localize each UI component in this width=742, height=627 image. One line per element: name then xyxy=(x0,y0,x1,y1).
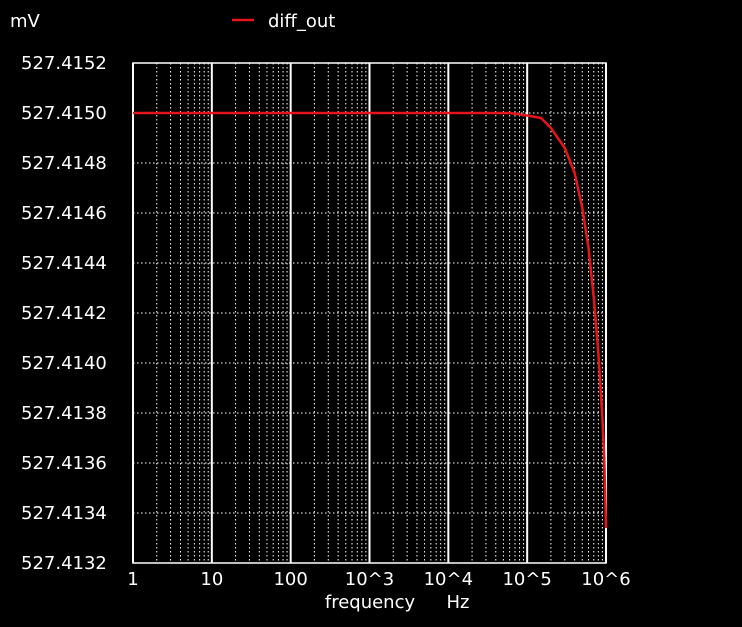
y-tick-label: 527.4152 xyxy=(21,53,107,74)
x-tick-label: 10^5 xyxy=(502,569,551,590)
x-tick-label: 100 xyxy=(273,569,307,590)
y-axis-unit: mV xyxy=(10,11,41,32)
x-tick-label: 10^4 xyxy=(424,569,473,590)
y-tick-label: 527.4140 xyxy=(21,353,107,374)
x-tick-label: 10 xyxy=(200,569,223,590)
y-tick-label: 527.4144 xyxy=(21,253,107,274)
plot-frame xyxy=(132,62,607,564)
x-tick-label: 10^6 xyxy=(581,569,630,590)
series-line-diff_out xyxy=(133,111,608,529)
x-tick-label: 1 xyxy=(127,569,138,590)
y-tick-label: 527.4148 xyxy=(21,153,107,174)
x-axis-label: frequency xyxy=(325,592,416,613)
y-tick-label: 527.4142 xyxy=(21,303,107,324)
axis-ticks: 1 10 100 10^3 10^4 10^5 10^6 527.4152 527.4150 52… xyxy=(21,53,631,590)
x-tick-label: 10^3 xyxy=(345,569,394,590)
y-tick-label: 527.4132 xyxy=(21,553,107,574)
y-tick-label: 527.4134 xyxy=(21,503,107,524)
y-tick-label: 527.4146 xyxy=(21,203,107,224)
y-tick-label: 527.4138 xyxy=(21,403,107,424)
legend-label-diff_out: diff_out xyxy=(268,11,335,32)
y-tick-label: 527.4136 xyxy=(21,453,107,474)
y-tick-label: 527.4150 xyxy=(21,103,107,124)
x-axis-unit: Hz xyxy=(447,592,470,613)
series-layer xyxy=(133,111,608,529)
grid xyxy=(132,62,607,564)
legend: diff_out xyxy=(232,11,335,32)
